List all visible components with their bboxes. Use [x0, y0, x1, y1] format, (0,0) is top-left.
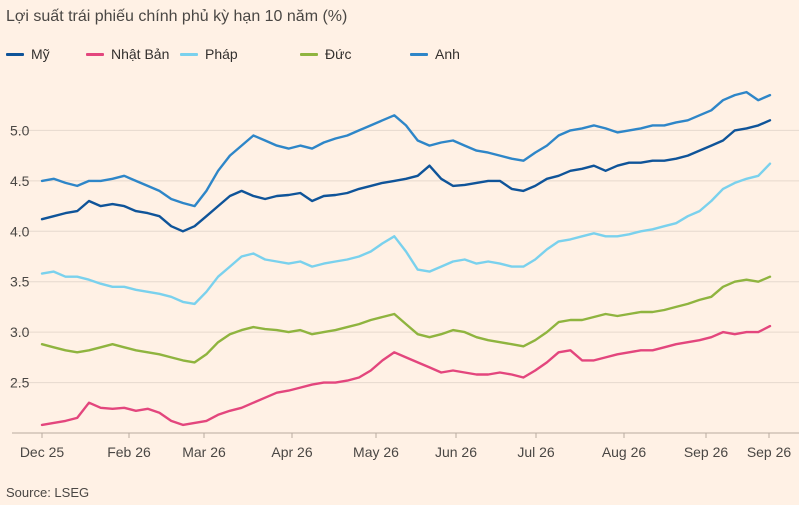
legend-swatch — [410, 52, 428, 56]
legend-item: Mỹ — [6, 44, 50, 64]
x-tick-label: May 26 — [353, 444, 399, 460]
legend-label: Mỹ — [31, 46, 50, 62]
x-tick-label: Mar 26 — [182, 444, 226, 460]
x-tick-label: Apr 26 — [271, 444, 312, 460]
x-tick-label: Sep 26 — [747, 444, 792, 460]
y-axis-labels: 2.5 3.0 3.5 4.0 4.5 5.0 — [10, 122, 30, 390]
series-lines — [40, 90, 772, 427]
series-line-nhat-ban — [40, 324, 772, 427]
chart-legend: Mỹ Nhật Bản Pháp Đức Anh — [0, 44, 799, 64]
y-tick-label: 4.0 — [10, 223, 30, 239]
x-tick-label: Jul 26 — [517, 444, 555, 460]
series-line-anh — [40, 90, 772, 208]
legend-label: Pháp — [205, 46, 238, 62]
x-tick-label: Sep 26 — [684, 444, 729, 460]
y-tick-label: 3.0 — [10, 324, 30, 340]
legend-swatch — [6, 52, 24, 56]
y-tick-label: 4.5 — [10, 173, 30, 189]
x-tick-label: Dec 25 — [20, 444, 65, 460]
legend-item: Nhật Bản — [86, 44, 169, 64]
legend-swatch — [86, 52, 104, 56]
chart-title: Lợi suất trái phiếu chính phủ kỳ hạn 10 … — [6, 8, 348, 25]
legend-swatch — [180, 52, 198, 56]
legend-label: Nhật Bản — [111, 46, 170, 62]
legend-item: Anh — [410, 44, 460, 64]
x-tick-label: Aug 26 — [602, 444, 647, 460]
legend-item: Pháp — [180, 44, 238, 64]
x-tick-label: Jun 26 — [435, 444, 477, 460]
legend-label: Anh — [435, 46, 460, 62]
x-axis-labels: Dec 25 Feb 26 Mar 26 Apr 26 May 26 Jun 26 Jul … — [20, 444, 792, 460]
x-tick-label: Feb 26 — [107, 444, 151, 460]
series-line-my — [40, 119, 772, 233]
legend-item: Đức — [300, 44, 351, 64]
y-tick-label: 2.5 — [10, 375, 30, 391]
series-line-phap — [40, 162, 772, 306]
y-tick-label: 3.5 — [10, 274, 30, 290]
series-line-duc — [40, 275, 772, 364]
chart-source: Source: LSEG — [6, 485, 90, 500]
y-tick-label: 5.0 — [10, 122, 30, 138]
grid-lines — [12, 129, 799, 438]
legend-swatch — [300, 52, 318, 56]
legend-label: Đức — [325, 46, 352, 62]
